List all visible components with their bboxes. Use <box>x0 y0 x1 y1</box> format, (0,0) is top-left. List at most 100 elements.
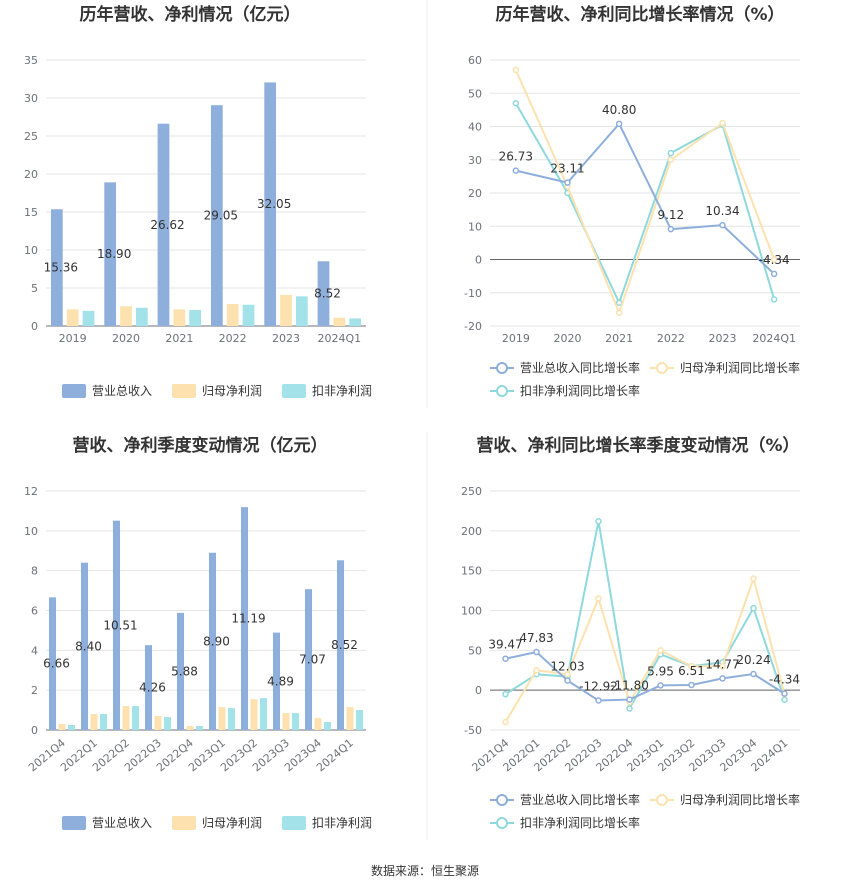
data-label: 26.73 <box>499 150 533 164</box>
y-tick-label: 0 <box>475 684 482 697</box>
data-label: 7.07 <box>299 653 326 667</box>
bar-3 <box>349 318 362 326</box>
data-label: 5.95 <box>647 664 674 678</box>
data-point <box>719 221 726 229</box>
chart-panel-2: 历年营收、净利同比增长率情况（%） -20 -10 0 10 20 30 40 50 60 2019… <box>464 4 800 398</box>
y-tick-label: 10 <box>468 220 482 233</box>
x-tick-label: 2023 <box>709 332 737 345</box>
y-tick-label: 0 <box>475 254 482 267</box>
x-tick-label: 2024Q1 <box>314 736 356 774</box>
x-tick-label: 2024Q1 <box>752 332 796 345</box>
bar-1 <box>304 589 313 730</box>
x-tick-label: 2021 <box>605 332 633 345</box>
bar-2 <box>58 724 66 730</box>
data-label: 26.62 <box>150 218 184 232</box>
bar-3 <box>163 717 172 730</box>
bar-3 <box>67 725 76 730</box>
data-label: 8.52 <box>314 287 341 301</box>
x-tick-label: 2022 <box>219 332 247 345</box>
data-point <box>688 663 695 670</box>
data-label: -4.34 <box>759 253 790 267</box>
data-point <box>512 99 520 107</box>
data-point <box>502 718 509 726</box>
y-tick-label: 150 <box>461 565 482 578</box>
data-label: 6.51 <box>678 664 705 678</box>
series-line-2 <box>514 69 776 316</box>
chart-panel-4: 营收、净利同比增长率季度变动情况（%）-50050100150200250202… <box>461 435 800 830</box>
data-point <box>719 119 726 127</box>
data-point <box>533 667 540 674</box>
data-label: -12.92 <box>579 679 618 693</box>
data-point <box>770 296 778 303</box>
data-label: 47.83 <box>519 631 553 645</box>
data-point <box>667 225 675 233</box>
bar-3 <box>82 310 95 326</box>
legend-marker <box>496 362 508 374</box>
x-tick-label: 2020 <box>112 332 140 345</box>
y-tick-label: 25 <box>24 130 38 143</box>
bar-1 <box>144 645 153 730</box>
legend: 营业总收入 归母净利润 扣非净利润 <box>62 384 372 398</box>
y-tick-label: 4 <box>31 644 38 657</box>
data-label: 8.52 <box>331 638 358 652</box>
bar-3 <box>131 706 140 730</box>
series-line-3 <box>514 102 776 306</box>
data-label: 4.89 <box>267 674 294 688</box>
legend-label: 归母净利润 <box>202 816 262 830</box>
data-label: 5.88 <box>171 664 198 678</box>
x-tick-label: 2023 <box>272 332 300 345</box>
bar-2 <box>218 707 226 730</box>
data-point <box>502 655 509 662</box>
bar-1 <box>264 82 277 326</box>
bar-3 <box>242 304 255 326</box>
bar-2 <box>282 713 290 730</box>
bar-2 <box>122 706 130 730</box>
bar-1 <box>157 123 170 326</box>
data-point <box>719 663 726 670</box>
data-point <box>657 682 664 689</box>
source-text: 数据来源：恒生聚源 <box>371 863 479 878</box>
chart-title: 营收、净利同比增长率季度变动情况（%） <box>476 435 799 456</box>
y-tick-label: 50 <box>468 87 482 100</box>
x-tick-label: 2022 <box>657 332 685 345</box>
data-label: 20.24 <box>736 653 770 667</box>
y-tick-label: 20 <box>24 168 38 181</box>
data-point <box>667 149 675 157</box>
legend-swatch <box>172 384 196 398</box>
y-tick-label: 15 <box>24 206 38 219</box>
legend-label: 归母净利润同比增长率 <box>680 792 800 807</box>
data-label: 8.40 <box>75 639 102 653</box>
legend-marker <box>656 794 668 806</box>
bar-1 <box>80 562 89 730</box>
data-point <box>750 575 757 582</box>
legend-swatch <box>282 384 306 398</box>
data-label: 9.12 <box>657 208 684 222</box>
data-point <box>626 696 633 703</box>
data-point <box>750 670 757 678</box>
y-tick-label: 6 <box>31 605 38 618</box>
bar-3 <box>227 708 236 730</box>
y-tick-label: -50 <box>464 724 482 737</box>
data-point <box>657 647 664 654</box>
legend-marker <box>496 817 508 829</box>
legend-label: 营业总收入同比增长率 <box>520 792 640 807</box>
y-tick-label: 40 <box>468 121 482 134</box>
legend-label: 归母净利润 <box>202 384 262 398</box>
y-tick-label: 5 <box>31 282 38 295</box>
data-label: 23.11 <box>550 162 584 176</box>
y-tick-label: 0 <box>31 320 38 333</box>
x-tick-label: 2021 <box>165 332 193 345</box>
bar-1 <box>272 632 281 730</box>
data-label: -11.80 <box>610 679 649 693</box>
legend-swatch <box>172 816 196 830</box>
bar-3 <box>291 713 300 730</box>
legend-label: 营业总收入同比增长率 <box>520 360 640 375</box>
bar-1 <box>112 520 121 730</box>
bar-2 <box>120 306 132 326</box>
data-point <box>719 675 726 682</box>
data-point <box>533 648 540 656</box>
y-tick-label: 100 <box>461 605 482 618</box>
bar-3 <box>323 722 332 730</box>
